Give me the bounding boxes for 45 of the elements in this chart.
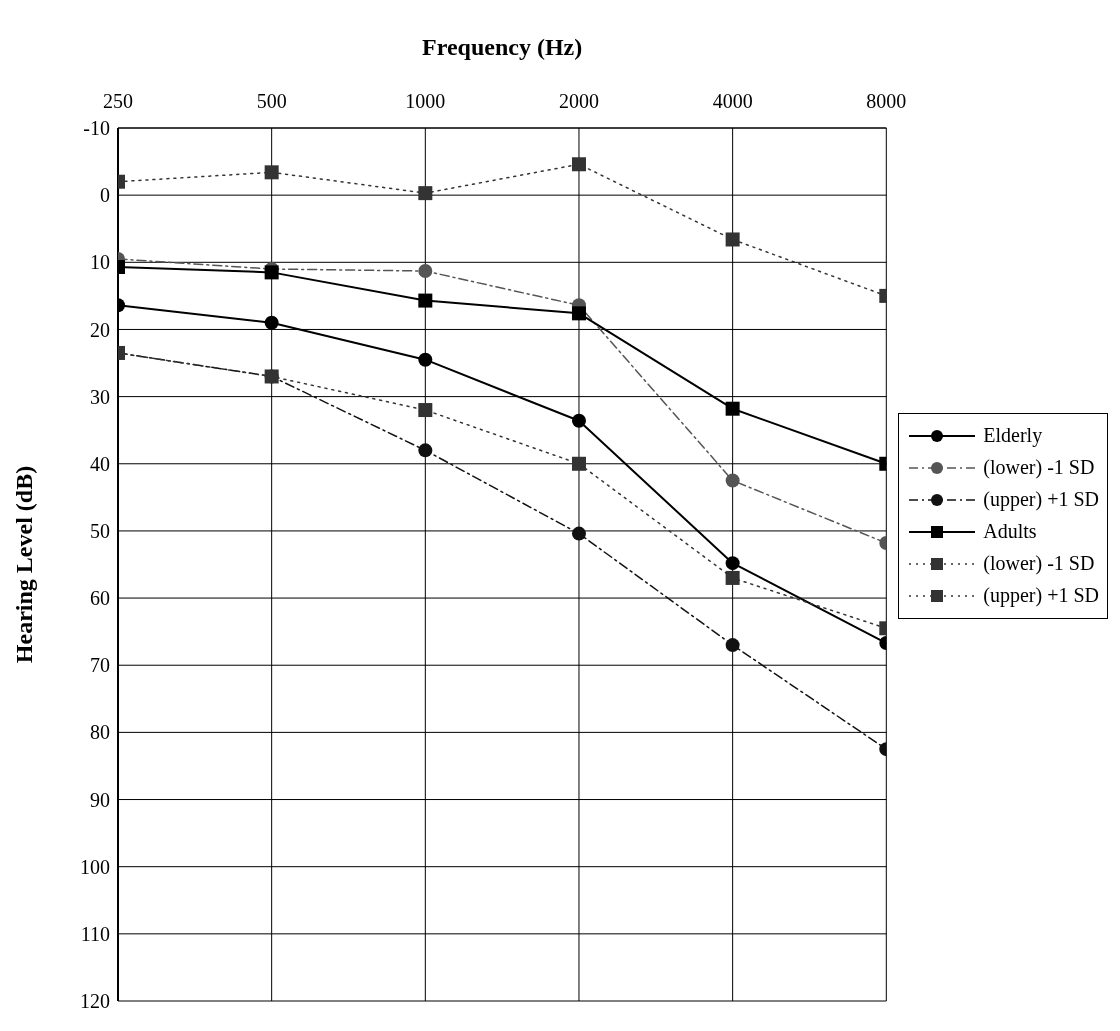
y-tick-label: 120 bbox=[80, 990, 110, 1013]
point bbox=[571, 526, 586, 541]
point bbox=[725, 556, 740, 571]
legend-label: Elderly bbox=[983, 424, 1043, 447]
y-tick-label: 40 bbox=[90, 452, 110, 475]
x-tick-label: 2000 bbox=[558, 90, 599, 112]
y-tick-label: 80 bbox=[90, 721, 110, 744]
point bbox=[571, 456, 586, 471]
point bbox=[725, 232, 740, 247]
point bbox=[418, 186, 433, 201]
y-tick-label: 20 bbox=[90, 318, 110, 341]
point bbox=[571, 157, 586, 172]
y-tick-label: -10 bbox=[83, 117, 110, 140]
y-tick-label: 50 bbox=[90, 520, 110, 543]
chart-title: Frequency (Hz) bbox=[422, 34, 583, 61]
legend-label: (lower) -1 SD bbox=[983, 456, 1095, 479]
y-axis-title: Hearing Level (dB) bbox=[10, 465, 37, 664]
legend-label: (upper) +1 SD bbox=[983, 584, 1099, 607]
point bbox=[725, 570, 740, 585]
legend-label: (upper) +1 SD bbox=[983, 488, 1099, 511]
point bbox=[418, 352, 433, 367]
x-tick-label: 4000 bbox=[712, 90, 753, 112]
y-tick-label: 110 bbox=[80, 922, 110, 945]
x-tick-label: 500 bbox=[256, 90, 287, 112]
y-tick-label: 60 bbox=[90, 587, 110, 610]
legend-label: (lower) -1 SD bbox=[983, 552, 1095, 575]
x-tick-label: 250 bbox=[103, 90, 133, 112]
point bbox=[725, 401, 740, 416]
point bbox=[725, 638, 740, 653]
y-tick-label: 30 bbox=[90, 385, 110, 408]
y-tick-label: 100 bbox=[80, 855, 110, 878]
x-tick-label: 1000 bbox=[405, 90, 446, 112]
y-tick-label: 0 bbox=[100, 184, 110, 207]
x-tick-label: 8000 bbox=[866, 90, 907, 112]
point bbox=[418, 293, 433, 308]
y-tick-label: 70 bbox=[90, 654, 110, 677]
point bbox=[725, 473, 740, 488]
point bbox=[571, 306, 586, 321]
y-tick-label: 90 bbox=[90, 788, 110, 811]
point bbox=[418, 403, 433, 418]
legend-label: Adults bbox=[983, 520, 1037, 543]
y-tick-label: 10 bbox=[90, 251, 110, 274]
point bbox=[418, 264, 433, 279]
point bbox=[571, 413, 586, 428]
point bbox=[418, 443, 433, 458]
